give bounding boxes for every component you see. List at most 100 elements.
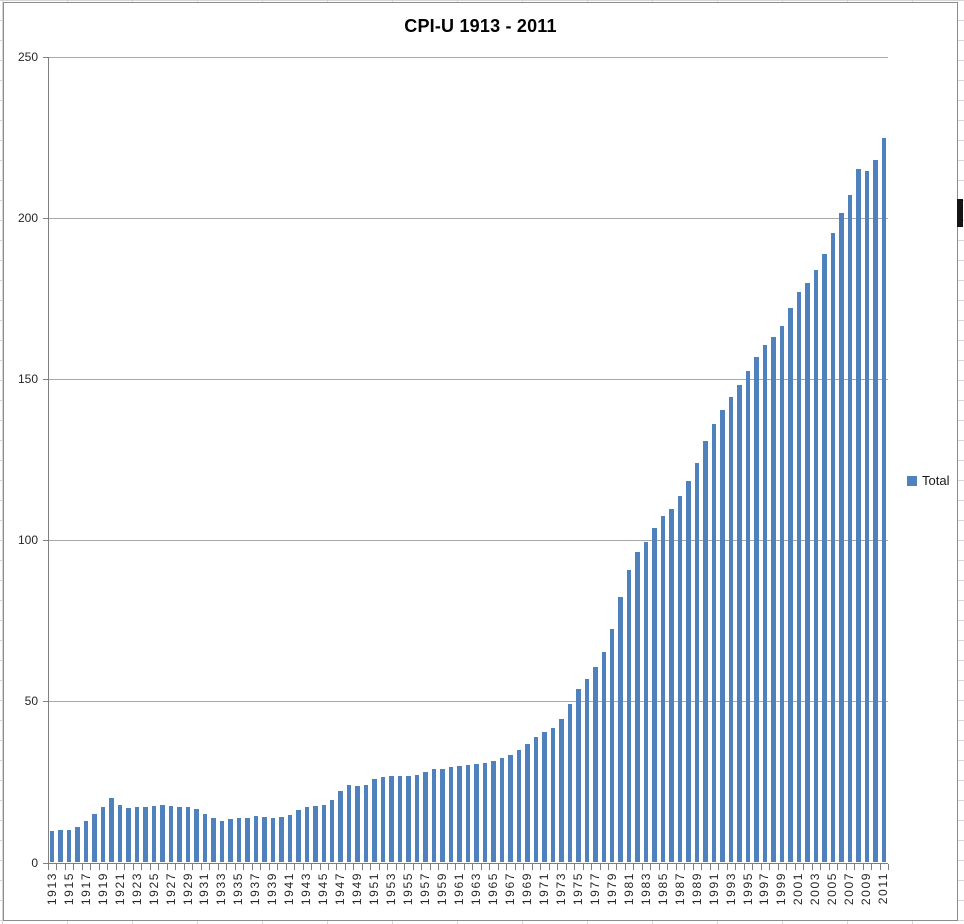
bar-1968[interactable] (516, 750, 522, 863)
bar-1975[interactable] (576, 689, 581, 863)
bar-1927[interactable] (168, 806, 174, 863)
bar-1997[interactable] (762, 345, 768, 863)
bar-1981[interactable] (626, 569, 632, 863)
bar-1925[interactable] (151, 806, 157, 863)
bar-1944[interactable] (313, 805, 318, 863)
legend[interactable]: Total (907, 474, 949, 488)
bar-1940[interactable] (279, 817, 284, 863)
bar-1930[interactable] (194, 808, 199, 863)
bar-1934[interactable] (228, 819, 233, 863)
bar-1974[interactable] (567, 703, 573, 863)
bar-1971[interactable] (542, 732, 547, 863)
bar-1916[interactable] (75, 827, 80, 863)
bar-1938[interactable] (262, 817, 267, 863)
bar-1961[interactable] (457, 766, 462, 863)
bar-2004[interactable] (822, 253, 827, 863)
bar-1998[interactable] (771, 337, 776, 863)
bar-1917[interactable] (83, 821, 89, 863)
bar-1926[interactable] (160, 805, 165, 863)
bar-2008[interactable] (856, 168, 861, 863)
bar-1924[interactable] (143, 807, 148, 863)
bar-1920[interactable] (109, 798, 114, 863)
bar-1983[interactable] (643, 541, 649, 863)
bar-1947[interactable] (338, 790, 343, 863)
bar-1923[interactable] (134, 807, 140, 863)
bar-1922[interactable] (126, 808, 131, 863)
bar-1993[interactable] (728, 396, 734, 863)
bar-1935[interactable] (236, 818, 242, 863)
bar-1962[interactable] (465, 765, 471, 863)
bar-1988[interactable] (686, 481, 691, 863)
bar-1929[interactable] (185, 807, 191, 863)
bar-1977[interactable] (593, 667, 598, 863)
bar-1960[interactable] (448, 767, 454, 863)
bar-1970[interactable] (533, 737, 539, 863)
bar-1915[interactable] (66, 829, 72, 863)
bar-1952[interactable] (380, 777, 386, 863)
bar-1984[interactable] (652, 527, 657, 863)
bar-1965[interactable] (491, 761, 496, 863)
bar-1921[interactable] (117, 804, 123, 863)
bar-1994[interactable] (737, 384, 742, 863)
bar-2007[interactable] (847, 194, 853, 863)
chart-title[interactable]: CPI-U 1913 - 2011 (404, 16, 557, 36)
bar-1987[interactable] (677, 496, 683, 863)
bar-1945[interactable] (321, 804, 326, 863)
bar-1979[interactable] (609, 628, 615, 863)
bar-1985[interactable] (660, 515, 666, 863)
bar-1996[interactable] (754, 356, 759, 863)
bar-2010[interactable] (873, 159, 878, 863)
bar-1914[interactable] (58, 830, 63, 863)
bar-1973[interactable] (559, 719, 564, 863)
bar-1932[interactable] (211, 818, 216, 863)
bar-1919[interactable] (100, 806, 106, 863)
bar-1953[interactable] (389, 776, 394, 863)
bar-1989[interactable] (694, 462, 700, 863)
scrollbar-thumb[interactable] (957, 199, 963, 227)
bar-1958[interactable] (431, 769, 437, 863)
bar-1948[interactable] (346, 784, 352, 863)
bar-1982[interactable] (635, 551, 640, 863)
bar-1954[interactable] (397, 775, 403, 863)
bar-1990[interactable] (703, 441, 708, 863)
bar-1955[interactable] (406, 776, 411, 863)
bar-1957[interactable] (423, 771, 428, 863)
bar-2009[interactable] (864, 171, 870, 863)
bar-1933[interactable] (219, 820, 225, 863)
bar-2000[interactable] (788, 307, 793, 863)
bar-1986[interactable] (669, 509, 674, 863)
bar-2003[interactable] (813, 269, 819, 863)
bar-1941[interactable] (287, 815, 293, 863)
bar-1963[interactable] (474, 763, 479, 863)
bar-2006[interactable] (839, 212, 844, 863)
bar-1931[interactable] (202, 813, 208, 863)
bar-1972[interactable] (550, 727, 556, 863)
cpi-bar-chart[interactable]: CPI-U 1913 - 2011 0 50 100 150 200 250 1913 191… (3, 2, 958, 921)
bar-1937[interactable] (253, 816, 259, 863)
bar-1946[interactable] (329, 799, 335, 863)
bar-1980[interactable] (618, 597, 623, 863)
bar-1949[interactable] (355, 785, 360, 863)
bar-1943[interactable] (304, 806, 310, 863)
bar-1942[interactable] (296, 809, 301, 863)
bar-1978[interactable] (601, 652, 606, 863)
bar-1991[interactable] (711, 423, 717, 863)
bar-1995[interactable] (745, 371, 751, 863)
bar-1969[interactable] (525, 744, 530, 863)
bar-1999[interactable] (779, 325, 785, 863)
bar-2002[interactable] (805, 282, 810, 863)
bar-1936[interactable] (245, 817, 250, 863)
bar-1918[interactable] (92, 813, 97, 863)
bar-1964[interactable] (482, 762, 488, 863)
bar-2011[interactable] (881, 137, 886, 863)
bar-1951[interactable] (372, 778, 377, 863)
bar-2001[interactable] (796, 291, 802, 863)
bar-1967[interactable] (508, 754, 513, 863)
bar-1950[interactable] (363, 784, 369, 863)
bar-1956[interactable] (414, 774, 420, 863)
bar-2005[interactable] (830, 233, 836, 863)
bar-1992[interactable] (720, 410, 725, 863)
bar-1939[interactable] (270, 817, 276, 863)
bar-1959[interactable] (440, 768, 445, 863)
bar-1928[interactable] (177, 807, 182, 863)
